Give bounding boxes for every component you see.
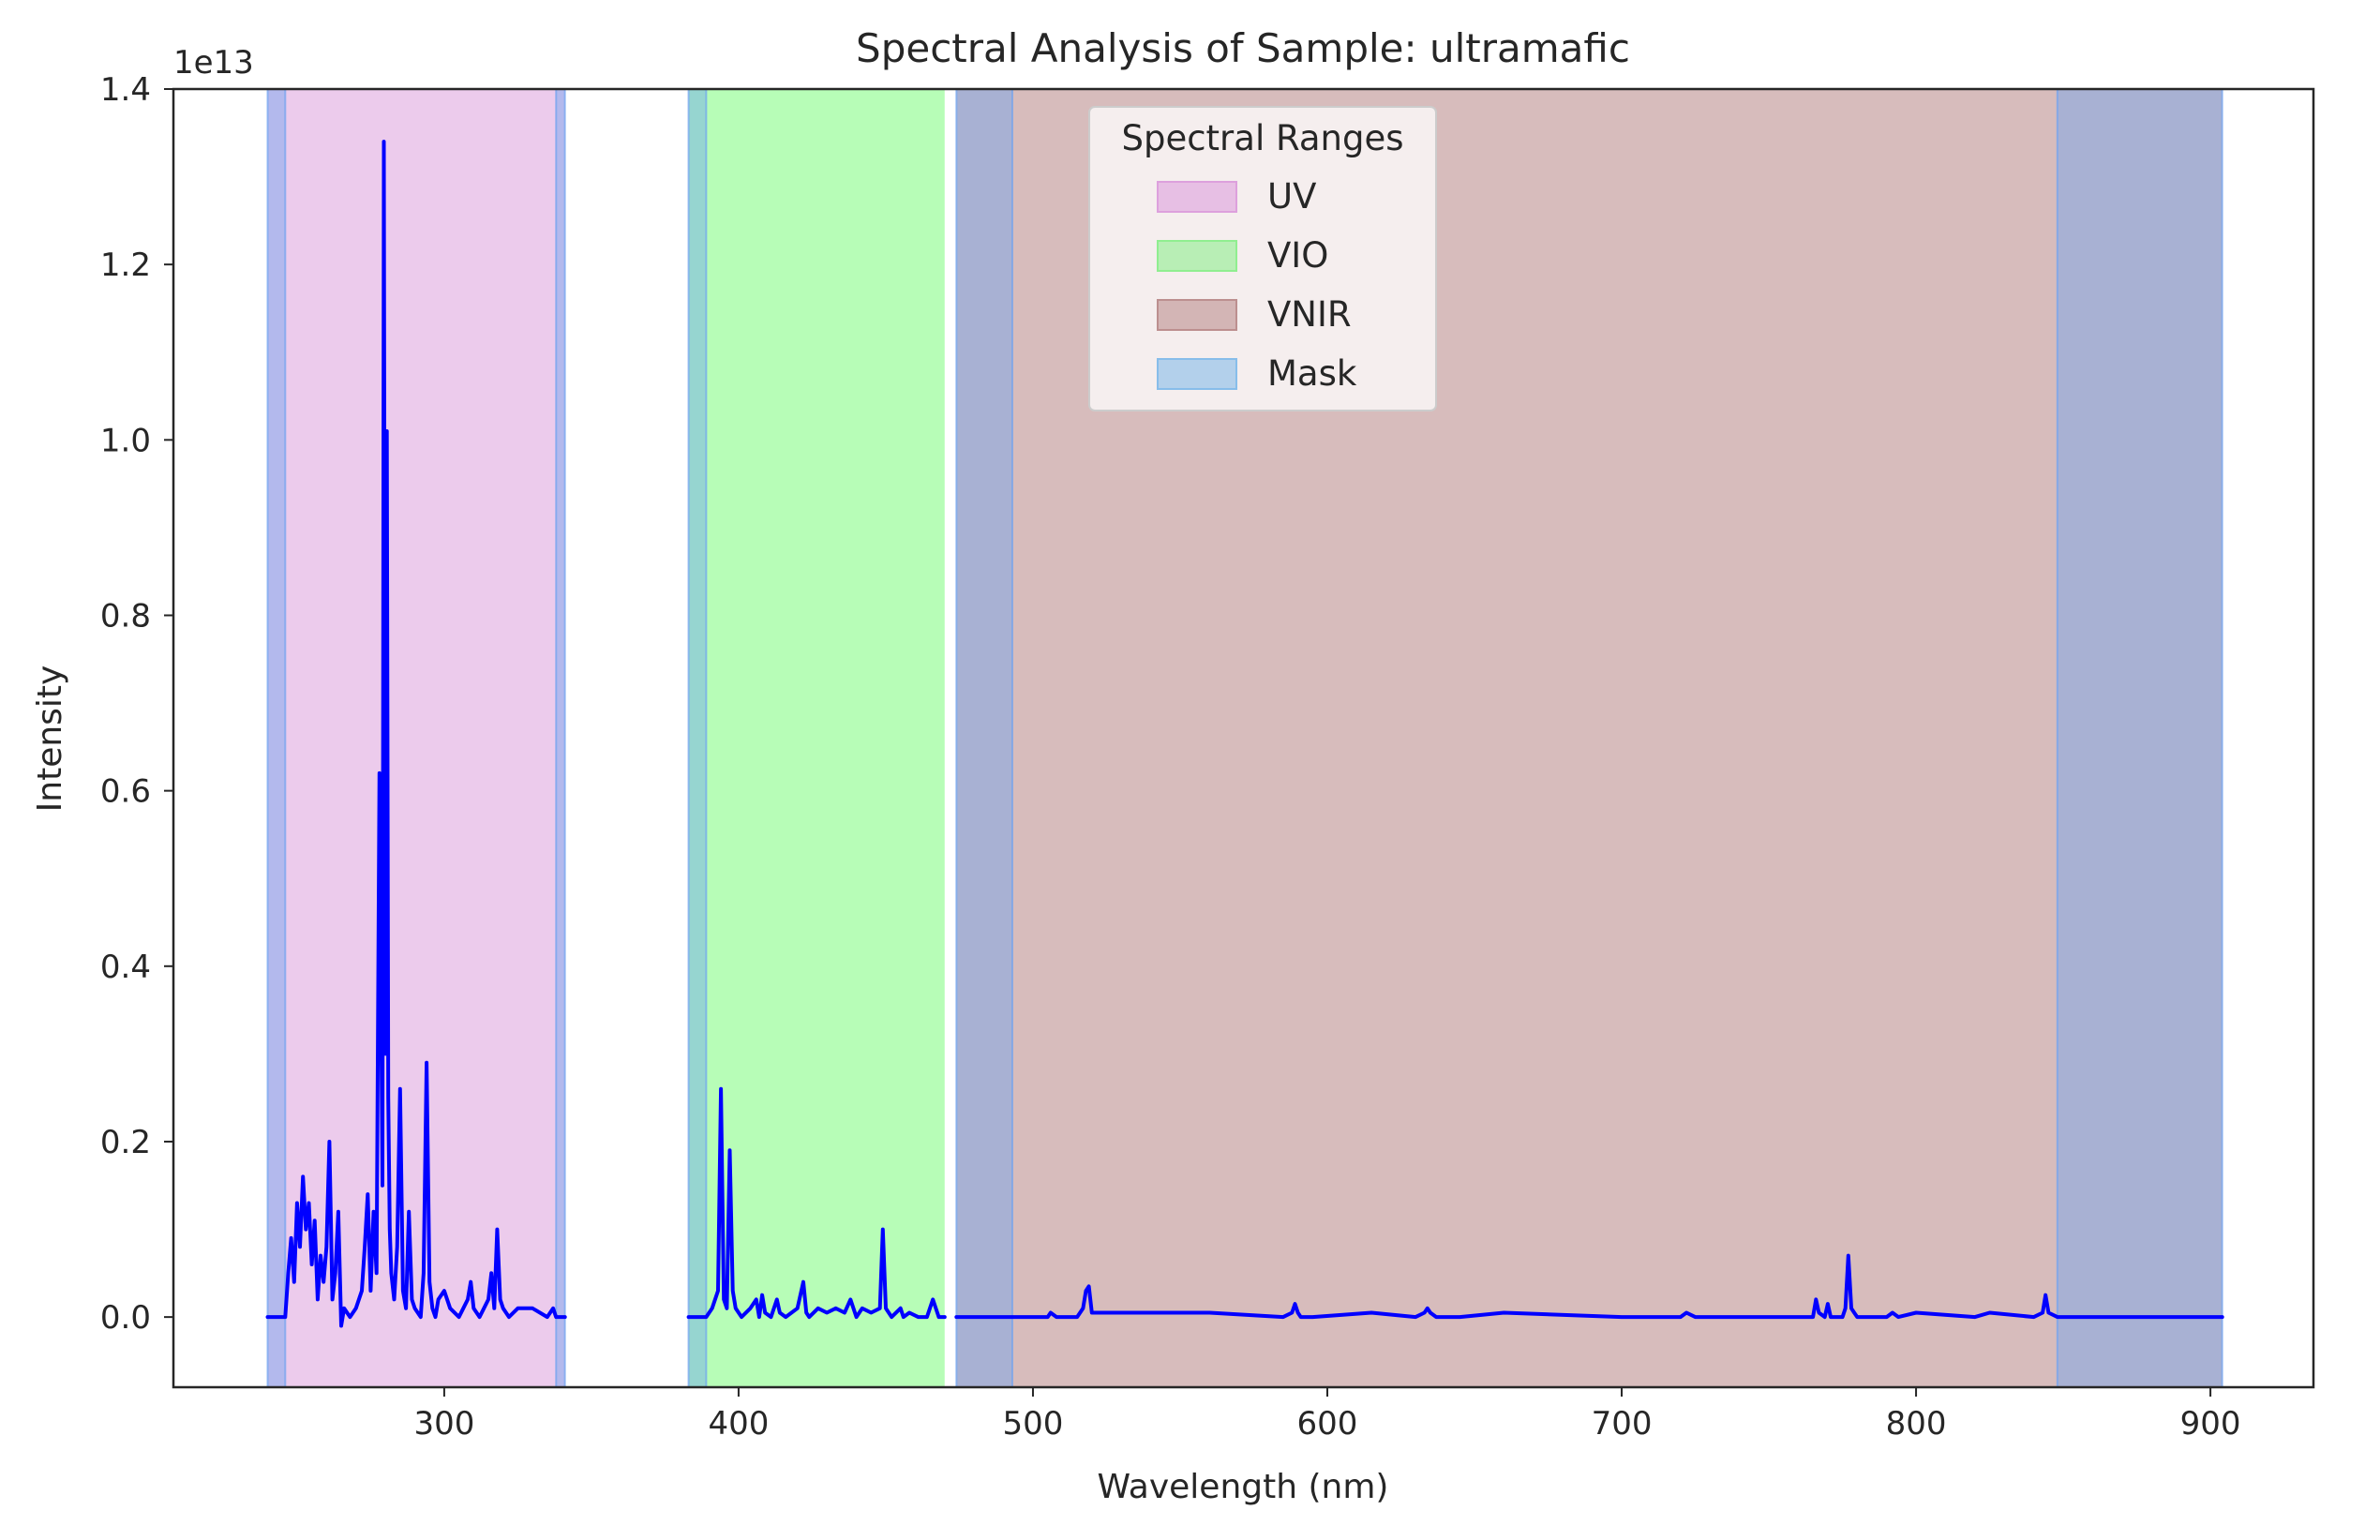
x-axis-label: Wavelength (nm): [1098, 1468, 1389, 1506]
legend-label-uv: UV: [1267, 176, 1316, 217]
x-tick-label: 700: [1592, 1405, 1653, 1443]
y-tick-label: 0.4: [100, 949, 151, 986]
spectrum-series: [265, 140, 2224, 1328]
span-vio: [688, 89, 945, 1387]
x-tick-label: 600: [1297, 1405, 1358, 1443]
y-tick-label: 1.4: [100, 71, 151, 109]
spectrum-line-segment-1: [265, 140, 567, 1328]
legend-entries: UV VIO VNIR Mask: [1157, 176, 1357, 394]
x-axis-ticks: 300 400 500 600 700 800 900: [413, 1387, 2241, 1443]
mask-span-2: [555, 88, 566, 1388]
mask-span-4: [955, 88, 1013, 1388]
y-tick-label: 0.8: [100, 597, 151, 635]
y-tick-label: 0.0: [100, 1299, 151, 1337]
y-tick-label: 0.2: [100, 1124, 151, 1161]
span-uv: [267, 89, 565, 1387]
legend-label-mask: Mask: [1267, 353, 1357, 394]
chart-title: Spectral Analysis of Sample: ultramafic: [856, 25, 1630, 71]
y-tick-label: 1.2: [100, 247, 151, 284]
x-tick-label: 900: [2180, 1405, 2241, 1443]
x-tick-label: 400: [708, 1405, 769, 1443]
legend-label-vio: VIO: [1267, 235, 1328, 276]
legend-label-vnir: VNIR: [1267, 294, 1352, 335]
legend-swatch-mask: [1157, 358, 1237, 390]
legend-swatch-vnir: [1157, 299, 1237, 331]
y-axis-ticks: 0.0 0.2 0.4 0.6 0.8 1.0 1.2 1.4: [100, 71, 173, 1337]
legend-swatch-uv: [1157, 181, 1237, 213]
y-tick-label: 1.0: [100, 422, 151, 459]
x-tick-label: 500: [1003, 1405, 1064, 1443]
spectrum-line-segment-3: [954, 1253, 2224, 1320]
mask-span-5: [2056, 88, 2223, 1388]
mask-span-3: [687, 88, 708, 1388]
mask-spans: [266, 88, 2223, 1388]
y-tick-label: 0.6: [100, 773, 151, 811]
x-tick-label: 800: [1886, 1405, 1947, 1443]
y-axis-label: Intensity: [31, 665, 69, 813]
plot-area-frame: [172, 87, 2315, 1389]
mask-span-1: [266, 88, 287, 1388]
legend-swatch-vio: [1157, 240, 1237, 272]
legend: Spectral Ranges UV VIO VNIR Mask: [1088, 106, 1437, 411]
spectrum-line-segment-2: [686, 1086, 947, 1320]
y-axis-offset-label: 1e13: [173, 44, 254, 82]
legend-title: Spectral Ranges: [1121, 118, 1403, 158]
x-tick-label: 300: [413, 1405, 474, 1443]
